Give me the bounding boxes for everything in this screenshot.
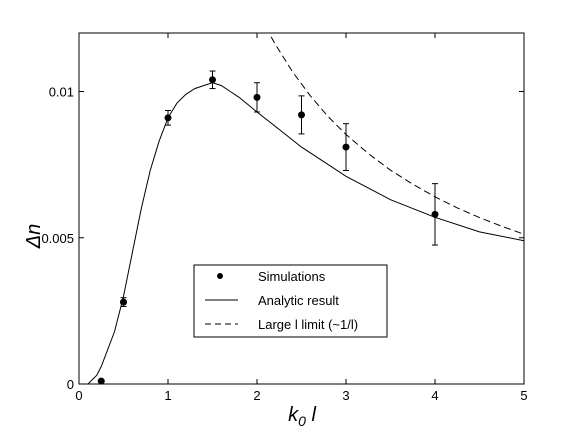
y-axis-title: Δn	[23, 224, 45, 250]
x-tick-label: 3	[342, 388, 349, 403]
x-tick-label: 2	[253, 388, 260, 403]
data-point-simulation	[97, 377, 105, 385]
tick-labels: 0 1 2 3 4 5 0 0.005 0.01	[41, 85, 527, 404]
axes	[78, 32, 525, 385]
series-line-large-l-limit	[268, 33, 524, 235]
x-tick-label: 4	[431, 388, 438, 403]
legend-box	[193, 264, 388, 338]
data-point-simulation	[253, 93, 261, 101]
y-tick-label: 0.005	[41, 231, 74, 246]
x-tick-label: 5	[520, 388, 527, 403]
y-tick-label: 0.01	[49, 85, 74, 100]
x-axis-title: k0 l	[288, 404, 316, 429]
data-point-simulation	[164, 114, 172, 122]
plot-frame	[78, 32, 525, 385]
legend-label-analytic: Analytic result	[258, 293, 339, 308]
data-point-simulation	[120, 298, 127, 306]
data-point-simulation	[298, 111, 305, 119]
tick-marks	[78, 33, 525, 385]
legend-label-simulations: Simulations	[258, 269, 326, 284]
data-point-simulation	[209, 76, 216, 84]
legend-marker-simulations	[217, 273, 223, 279]
x-tick-label: 0	[75, 388, 82, 403]
plot-area	[79, 33, 524, 385]
data-point-simulation	[342, 143, 350, 151]
series-line-analytic	[79, 82, 524, 384]
y-tick-label: 0	[67, 377, 74, 392]
legend: Simulations Analytic result Large l limi…	[193, 264, 388, 338]
x-tick-label: 1	[164, 388, 171, 403]
data-point-simulation	[431, 210, 439, 218]
legend-label-large-l: Large l limit (~1/l)	[258, 317, 358, 332]
